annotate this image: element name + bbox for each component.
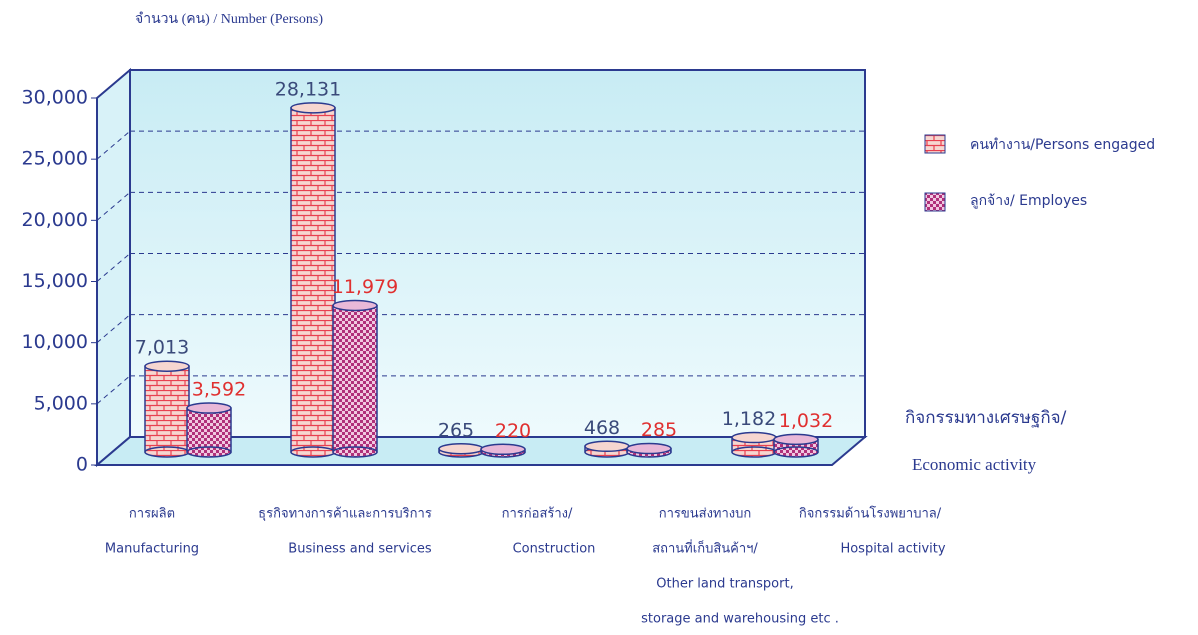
data-label: 265 <box>438 419 474 441</box>
x-tick-label: Business and services <box>288 542 432 557</box>
legend-label: คนทำงาน/Persons engaged <box>970 137 1155 153</box>
data-label: 285 <box>641 419 677 441</box>
bar-base <box>144 446 190 458</box>
bar <box>332 304 378 453</box>
x-tick-label: Construction <box>513 542 596 557</box>
x-tick-label: storage and warehousing etc . <box>641 612 839 627</box>
grid-line <box>96 375 131 405</box>
y-tick-label: 5,000 <box>34 392 88 414</box>
bar-top <box>773 433 819 446</box>
y-tick-label: 10,000 <box>22 331 88 353</box>
y-tick-label: 30,000 <box>22 87 88 109</box>
grid-line <box>96 69 131 99</box>
data-label: 7,013 <box>135 337 189 359</box>
bar-top <box>332 299 378 312</box>
bar-top <box>186 402 232 414</box>
x-tick-label: สถานที่เก็บสินค้าฯ/ <box>652 539 758 557</box>
y-tick-label: 20,000 <box>22 209 88 231</box>
data-label: 28,131 <box>275 78 341 100</box>
data-label: 220 <box>495 420 531 442</box>
bar-top <box>584 440 630 453</box>
x-tick-label: ธุรกิจทางการค้าและการบริการ <box>258 507 432 522</box>
data-label: 11,979 <box>332 276 398 298</box>
grid-line <box>96 314 131 344</box>
x-tick-label: กิจกรรมด้านโรงพยาบาล/ <box>799 506 942 522</box>
x-tick-label: การขนส่งทางบก <box>659 507 752 522</box>
bar-top <box>480 443 526 456</box>
bar-top <box>144 360 190 372</box>
bar-top <box>290 102 336 114</box>
grid-line <box>96 130 131 160</box>
bar <box>144 365 190 453</box>
bar-base <box>332 446 378 458</box>
x-tick-label: การผลิต <box>129 507 175 522</box>
data-label: 468 <box>584 417 620 439</box>
data-label: 1,032 <box>779 410 833 432</box>
x-axis-title: Economic activity <box>912 455 1037 474</box>
y-tick-label: 0 <box>76 454 88 476</box>
y-tick-label: 15,000 <box>22 270 88 292</box>
x-tick-label: Manufacturing <box>105 542 199 557</box>
bar-top <box>438 443 484 455</box>
bar <box>186 407 232 453</box>
data-label: 3,592 <box>192 379 246 401</box>
legend-label: ลูกจ้าง/ Employes <box>970 193 1087 209</box>
bar-base <box>773 446 819 458</box>
x-tick-label: การก่อสร้าง/ <box>502 507 573 522</box>
data-label: 1,182 <box>722 408 776 430</box>
bar-top <box>731 431 777 444</box>
grid-line <box>96 191 131 221</box>
grid-line <box>96 253 131 282</box>
legend-swatch <box>924 134 946 154</box>
bar-base <box>186 446 232 458</box>
y-tick-label: 25,000 <box>22 148 88 170</box>
x-tick-label: Other land transport, <box>656 577 793 592</box>
y-axis-title: จำนวน (คน) / Number (Persons) <box>135 12 323 27</box>
bar-base <box>290 446 336 458</box>
x-tick-label: Hospital activity <box>840 542 945 557</box>
bar-base <box>731 446 777 458</box>
x-axis-title: กิจกรรมทางเศรษฐกิจ/ <box>905 408 1067 428</box>
bar <box>290 107 336 453</box>
legend-swatch <box>924 192 946 212</box>
bar-top <box>626 442 672 455</box>
